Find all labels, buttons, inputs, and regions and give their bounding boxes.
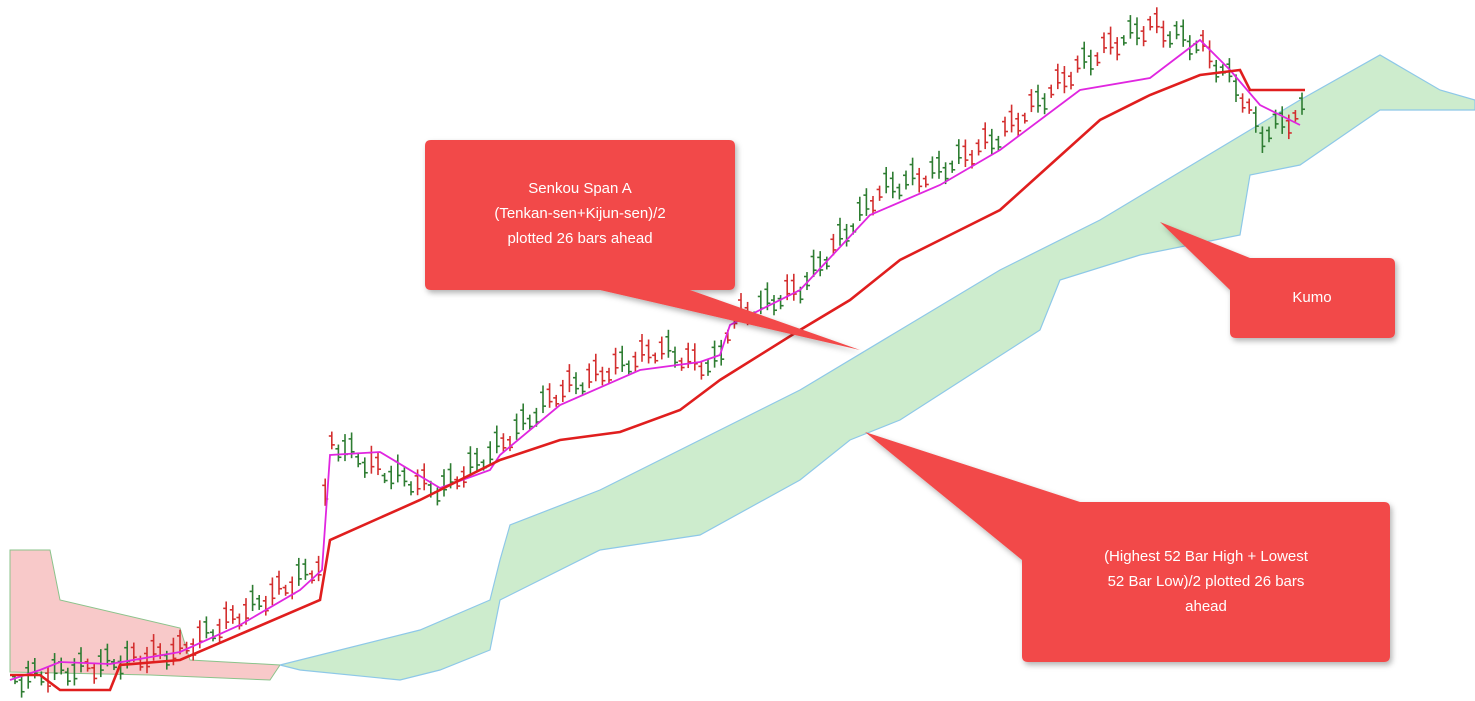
callout (865, 432, 1390, 662)
green-cloud (279, 54, 1475, 681)
callout (1160, 222, 1395, 338)
callout-text: ahead (1185, 598, 1227, 615)
kijun-sen (10, 68, 1305, 692)
callout-text: Senkou Span A (528, 180, 631, 197)
red-cloud (9, 549, 281, 681)
callout (425, 140, 860, 350)
callout-shape (1160, 222, 1395, 338)
callout-text: (Tenkan-sen+Kijun-sen)/2 (494, 205, 665, 222)
callout-text: 52 Bar Low)/2 plotted 26 bars (1108, 573, 1305, 590)
callout-shape (425, 140, 860, 350)
callout-shape (865, 432, 1390, 662)
callout-text: Kumo (1292, 289, 1331, 306)
price-bars (12, 7, 1305, 698)
tenkan-sen (9, 38, 1301, 681)
callout-text: (Highest 52 Bar High + Lowest (1104, 548, 1309, 565)
callout-text: plotted 26 bars ahead (507, 230, 652, 247)
